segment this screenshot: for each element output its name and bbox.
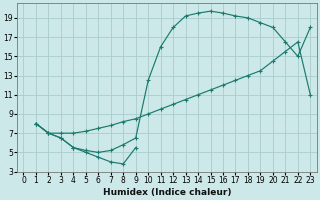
X-axis label: Humidex (Indice chaleur): Humidex (Indice chaleur) (103, 188, 231, 197)
